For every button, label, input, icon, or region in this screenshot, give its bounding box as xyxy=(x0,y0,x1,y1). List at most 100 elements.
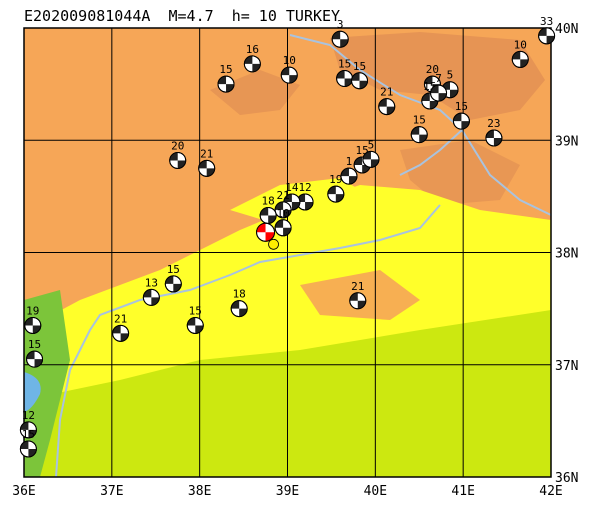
focal-mechanism: 21 xyxy=(378,86,396,116)
beachball-quadrant xyxy=(218,76,227,85)
focal-mechanism: 7 xyxy=(430,72,448,102)
latitude-label: 37N xyxy=(555,359,578,374)
focal-mechanism: 18 xyxy=(230,288,248,318)
beachball-outline xyxy=(538,27,556,45)
beachball-quadrant xyxy=(231,300,240,309)
focal-mechanism: 15 xyxy=(336,58,354,88)
depth-label: 15 xyxy=(167,263,180,276)
beachball-quadrant xyxy=(265,232,275,242)
beachball-quadrant xyxy=(24,317,33,326)
beachball-quadrant xyxy=(520,59,529,68)
beachball-quadrant xyxy=(112,325,121,334)
beachball-quadrant xyxy=(357,300,366,309)
depth-label: 20 xyxy=(426,63,439,76)
beachball-quadrant xyxy=(438,93,447,102)
beachball-quadrant xyxy=(386,106,395,115)
beachball-outline xyxy=(19,440,37,458)
beachball-quadrant xyxy=(28,429,37,438)
focal-mechanism: 5 xyxy=(362,138,380,168)
depth-label: 16 xyxy=(246,43,259,56)
depth-label: 18 xyxy=(233,288,246,301)
longitude-label: 39E xyxy=(276,484,299,499)
depth-label: 15 xyxy=(455,100,468,113)
beachball-outline xyxy=(142,288,160,306)
beachball-outline xyxy=(511,50,529,68)
beachball-quadrant xyxy=(327,186,336,195)
beachball-quadrant xyxy=(485,130,494,139)
beachball-quadrant xyxy=(226,84,235,93)
terrain-mountains xyxy=(330,32,545,120)
beachball-quadrant xyxy=(430,85,439,94)
beachball-quadrant xyxy=(120,333,129,342)
beachball-quadrant xyxy=(195,325,204,334)
beachball-quadrant xyxy=(283,209,292,218)
beachball-quadrant xyxy=(165,275,174,284)
border-line xyxy=(289,34,552,216)
beachball-quadrant xyxy=(187,317,196,326)
sea xyxy=(24,372,41,412)
beachball-quadrant xyxy=(370,159,379,168)
beachball-outline xyxy=(349,292,367,310)
epicenter-marker xyxy=(268,238,279,250)
focal-mechanism: 19 xyxy=(327,173,345,203)
beachball-outline xyxy=(24,316,42,334)
focal-mechanism: 18 xyxy=(259,194,277,224)
latitude-label: 39N xyxy=(555,134,578,149)
beachball-quadrant xyxy=(354,156,363,165)
beachball-quadrant xyxy=(344,78,353,87)
beachball-quadrant xyxy=(362,151,371,160)
depth-label: 19 xyxy=(329,173,342,186)
beachball-quadrant xyxy=(244,55,253,64)
map-frame xyxy=(23,27,552,478)
latitude-label: 38N xyxy=(555,247,578,262)
beachball-quadrant xyxy=(546,35,555,44)
beachball-quadrant xyxy=(424,76,433,85)
depth-label: 12 xyxy=(298,181,311,194)
beachball-outline xyxy=(351,72,369,90)
depth-label: 15 xyxy=(22,428,35,441)
focal-mechanism: 15 xyxy=(452,100,470,130)
beachball-quadrant xyxy=(335,194,344,203)
depth-label: 20 xyxy=(171,139,184,152)
beachball-quadrant xyxy=(281,67,290,76)
beachball-outline xyxy=(256,222,276,242)
depth-label: 14 xyxy=(285,181,299,194)
beachball-outline xyxy=(410,126,428,144)
focal-mechanism: 12 xyxy=(19,409,37,439)
beachball-outline xyxy=(452,112,470,130)
focal-mechanism: 15 xyxy=(186,304,204,334)
focal-mechanism: 1 xyxy=(340,155,358,185)
beachball-quadrant xyxy=(34,359,43,368)
focal-mechanism: 15 xyxy=(19,428,37,458)
focal-mechanism: 21 xyxy=(112,312,130,342)
focal-mechanism: 21 xyxy=(274,189,292,219)
beachball-quadrant xyxy=(493,138,502,147)
beachball-quadrant xyxy=(283,227,292,236)
beachball-quadrant xyxy=(252,63,261,72)
beachball-quadrant xyxy=(429,100,438,109)
beachball-quadrant xyxy=(332,31,341,40)
beachball-quadrant xyxy=(411,126,420,135)
beachball-quadrant xyxy=(206,168,215,177)
focal-mechanism: 10 xyxy=(280,54,298,84)
depth-label: 15 xyxy=(189,304,202,317)
beachball-quadrant xyxy=(359,80,368,89)
depth-label: 3 xyxy=(337,18,344,31)
graticule xyxy=(23,27,552,478)
beachball-quadrant xyxy=(239,308,248,317)
depth-label: 5 xyxy=(368,138,375,151)
beachball-outline xyxy=(378,98,396,116)
beachball-quadrant xyxy=(260,207,269,216)
focal-mechanism: 19 xyxy=(24,304,42,334)
beachball-outline xyxy=(19,421,37,439)
focal-mechanism: 13 xyxy=(142,276,160,306)
beachball-quadrant xyxy=(26,351,35,360)
focal-mechanism: 33 xyxy=(538,15,556,45)
beachball-outline xyxy=(485,129,503,147)
beachball-quadrant xyxy=(151,297,160,306)
beachball-quadrant xyxy=(291,201,300,210)
beachball-quadrant xyxy=(28,448,37,457)
beachball-outline xyxy=(169,151,187,169)
